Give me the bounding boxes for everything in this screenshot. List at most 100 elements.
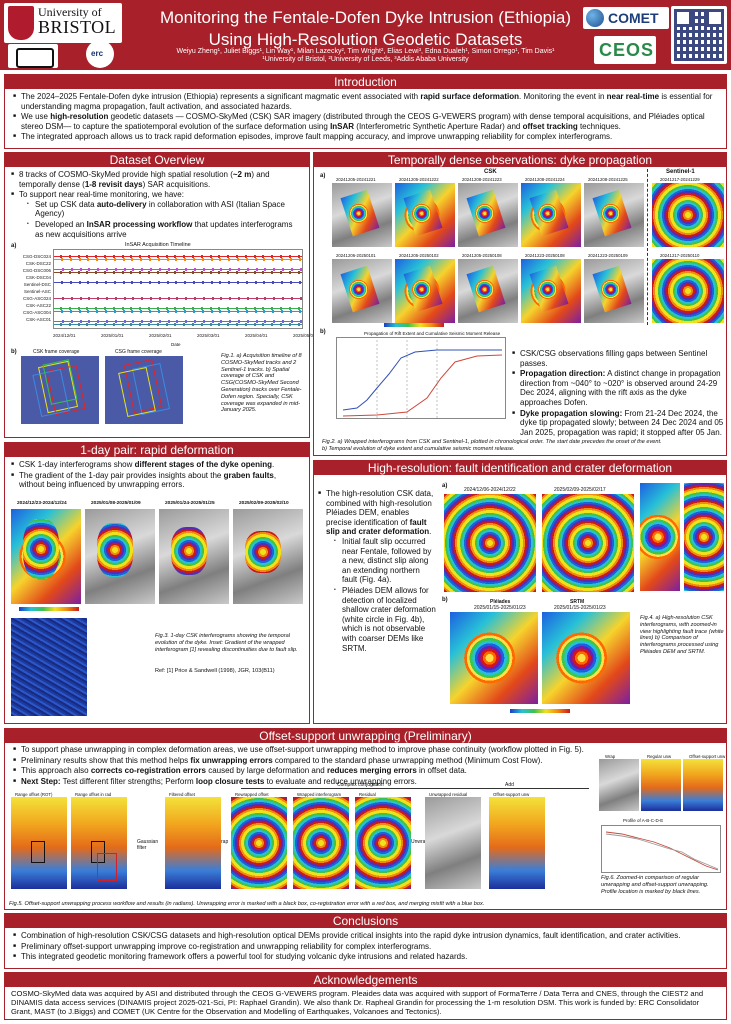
workflow-panel xyxy=(355,797,411,889)
acquisition-mark xyxy=(130,323,133,326)
acquisition-timeline-plot xyxy=(53,249,303,329)
acquisition-mark xyxy=(219,281,222,284)
comet-logo: COMET xyxy=(583,7,669,29)
highres-ifg-a2 xyxy=(542,494,634,592)
acquisition-mark xyxy=(114,320,117,323)
acquisition-mark xyxy=(220,268,223,271)
acquisition-mark xyxy=(122,258,125,261)
workflow-panel-title: Offset-support unw xyxy=(493,792,530,797)
acquisition-mark xyxy=(201,258,204,261)
highres-zoom-2 xyxy=(684,483,724,591)
wf-gauss-label: Gaussian filter xyxy=(137,839,159,851)
timeline-title: InSAR Acquisition Timeline xyxy=(125,242,191,248)
acquisition-mark xyxy=(290,297,293,300)
timeline-track-line xyxy=(54,297,302,300)
acquisition-mark xyxy=(236,323,238,326)
acquisition-mark xyxy=(165,307,168,310)
workflow-panel xyxy=(489,797,545,889)
csg-coverage-map xyxy=(105,356,183,424)
bristol-logo-line2: BRISTOL xyxy=(38,17,117,37)
highres-section: High-resolution: fault identification an… xyxy=(313,460,727,724)
acquisition-mark xyxy=(158,297,161,300)
acquisition-mark xyxy=(150,320,152,323)
acquisition-mark xyxy=(299,297,302,300)
title-line-2: Using High-Resolution Geodetic Datasets xyxy=(208,30,523,49)
acquisition-mark xyxy=(88,320,91,323)
srtm-title: SRTM xyxy=(570,599,585,605)
acquisition-mark xyxy=(175,258,178,261)
qr-code-icon xyxy=(674,9,724,61)
acquisition-mark xyxy=(209,307,212,310)
qr-code[interactable] xyxy=(671,6,727,64)
acquisition-mark xyxy=(131,258,134,261)
timeline-track-label: Sentinel-ASC xyxy=(23,289,51,294)
acquisition-mark xyxy=(246,297,249,300)
timeline-date-label: 2025/05/01 xyxy=(293,333,316,338)
timeline-track-line xyxy=(54,323,302,326)
pleiades-dates: 2025/01/15-2025/01/23 xyxy=(474,605,526,611)
timeline-track-line xyxy=(54,255,302,258)
acquisition-mark xyxy=(245,281,248,284)
dataset-section: Dataset Overview 8 tracks of COSMO-SkyMe… xyxy=(4,152,316,438)
csk-sentinel-divider xyxy=(647,169,648,325)
acquisition-mark xyxy=(131,281,134,284)
acquisition-mark xyxy=(167,297,170,300)
workflow-panel-title: Filtered offset xyxy=(169,792,195,797)
highres-a2-date: 2025/02/09-2025/02/17 xyxy=(554,487,606,493)
conclusions-heading: Conclusions xyxy=(5,914,726,928)
workflow-panel-title: Range offset in rad xyxy=(75,792,112,797)
acquisition-mark xyxy=(106,268,108,271)
workflow-panel-title: Residual xyxy=(359,792,376,797)
srtm-ifg xyxy=(542,612,630,704)
title-line-1: Monitoring the Fentale-Dofen Dyke Intrus… xyxy=(159,8,572,27)
wf-add-label: Add xyxy=(505,782,514,788)
acquisition-mark xyxy=(227,323,230,326)
oneday-pair-label: 2025/01/24-2025/01/25 xyxy=(165,501,215,506)
acquisition-mark xyxy=(69,258,72,261)
dataset-bullet-2: To support near real-time monitoring, we… xyxy=(11,190,303,239)
acquisition-mark xyxy=(227,255,230,258)
acquisition-mark xyxy=(262,323,265,326)
timeline-track-label: CSK-DSC04 xyxy=(25,275,51,280)
temporal-bullet-2: Propagation direction: A distinct change… xyxy=(512,369,724,407)
offset-heading: Offset-support unwrapping (Preliminary) xyxy=(5,729,726,743)
sentinel-label: Sentinel-1 xyxy=(666,169,695,175)
bristol-logo-line1: University of xyxy=(38,5,102,19)
acquisition-mark xyxy=(112,271,115,274)
profile-curves xyxy=(605,831,719,871)
acquisition-mark xyxy=(264,297,267,300)
error-box-icon xyxy=(31,841,45,863)
acquisition-mark xyxy=(289,281,292,284)
acquisition-mark xyxy=(97,297,100,300)
gradient-inset-map xyxy=(11,618,87,716)
timeline-track-line xyxy=(54,307,302,310)
acquisition-mark xyxy=(123,320,126,323)
acquisition-mark xyxy=(228,281,231,284)
acquisition-mark xyxy=(148,323,150,326)
acquisition-mark xyxy=(192,323,194,326)
dataset-heading: Dataset Overview xyxy=(5,153,309,167)
acquisition-mark xyxy=(167,320,170,323)
intro-bullet-2: We use high-resolution geodetic datasets… xyxy=(13,112,718,131)
acquisition-mark xyxy=(114,268,117,271)
acquisition-mark xyxy=(227,307,230,310)
acquisition-mark xyxy=(280,307,282,310)
timeline-track-line xyxy=(54,268,302,271)
acquisition-mark xyxy=(88,297,91,300)
acquisition-mark xyxy=(141,320,144,323)
acquisition-mark xyxy=(121,323,124,326)
acquisition-mark xyxy=(185,268,188,271)
acquisition-mark xyxy=(193,281,195,284)
acquisition-mark xyxy=(87,310,90,313)
coreg-error-box-icon xyxy=(97,853,117,881)
fig6-panel-title: Regular unw xyxy=(647,754,672,759)
acquisition-mark xyxy=(95,307,98,310)
acquisition-mark xyxy=(246,320,249,323)
timeline-xlabel: Date xyxy=(171,342,181,347)
panel-2b-label: b) xyxy=(320,329,326,335)
acquisition-mark xyxy=(272,258,275,261)
offset-bullet-2: Preliminary results show that this metho… xyxy=(13,756,587,766)
wf-add-bracket xyxy=(425,788,589,789)
acquisition-mark xyxy=(200,271,203,274)
acquisition-mark xyxy=(200,323,203,326)
